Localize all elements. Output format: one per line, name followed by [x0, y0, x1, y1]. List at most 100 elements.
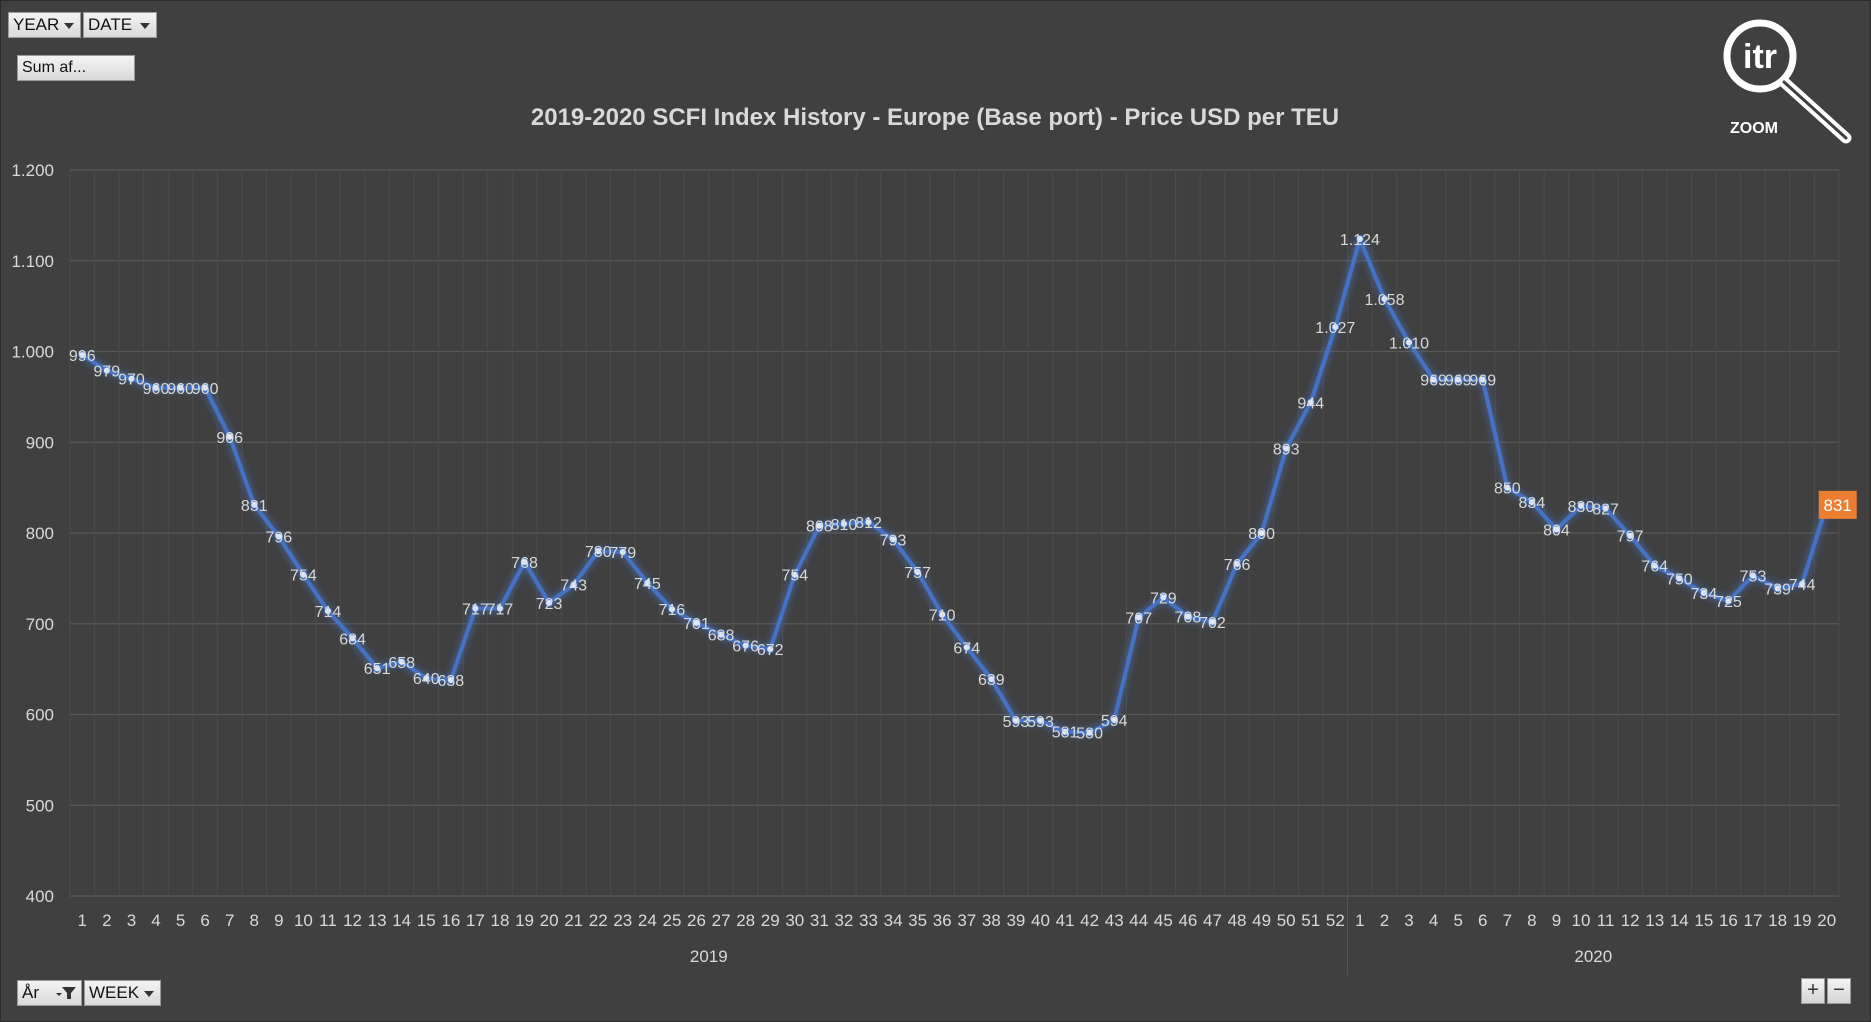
y-tick-label: 500: [26, 796, 54, 815]
data-label: 906: [216, 430, 243, 447]
data-point: [1429, 375, 1438, 384]
data-label: 1.058: [1364, 292, 1404, 309]
date-filter-button[interactable]: DATE: [83, 12, 157, 38]
data-label: 658: [388, 655, 415, 672]
data-label: 714: [315, 604, 342, 621]
data-label: 960: [167, 381, 194, 398]
data-label: 969: [1420, 373, 1447, 390]
data-label: 651: [364, 661, 391, 678]
data-point: [1699, 588, 1708, 597]
data-label: 684: [339, 631, 366, 648]
y-tick-label: 1.200: [11, 161, 54, 180]
data-label: 717: [462, 601, 489, 618]
data-point: [1552, 525, 1561, 534]
data-label: 754: [781, 568, 808, 585]
expand-button[interactable]: +: [1801, 978, 1825, 1004]
series-polyline: [81, 236, 1829, 735]
x-tick-label: 17: [466, 911, 485, 930]
x-tick-label: 42: [1080, 911, 1099, 930]
data-point: [913, 568, 922, 577]
data-label: 640: [413, 671, 440, 688]
data-point: [1306, 398, 1315, 407]
data-point: [1601, 504, 1610, 513]
data-label: 702: [1199, 615, 1226, 632]
data-point: [225, 432, 234, 441]
data-label: 797: [1617, 529, 1644, 546]
x-tick-label: 48: [1228, 911, 1247, 930]
data-label: 594: [1101, 713, 1128, 730]
data-point: [102, 366, 111, 375]
data-label: 710: [929, 608, 956, 625]
data-point: [495, 604, 504, 613]
data-point: [1650, 561, 1659, 570]
x-tick-label: 4: [1429, 911, 1438, 930]
chevron-down-icon: [144, 991, 154, 997]
data-label: 804: [1543, 522, 1570, 539]
data-label: 969: [1469, 373, 1496, 390]
data-label: 979: [94, 364, 121, 381]
data-point: [274, 532, 283, 541]
x-tick-label: 5: [1453, 911, 1462, 930]
x-tick-label: 17: [1744, 911, 1763, 930]
data-label: 593: [1003, 714, 1030, 731]
y-tick-label: 600: [26, 706, 54, 725]
data-label: 960: [143, 381, 170, 398]
data-label: 729: [1150, 590, 1177, 607]
x-tick-label: 43: [1105, 911, 1124, 930]
data-label: 1.027: [1315, 320, 1355, 337]
data-label: 717: [487, 601, 514, 618]
logo-caption: ZOOM: [1730, 120, 1778, 137]
x-tick-label: 10: [294, 911, 313, 930]
data-point: [717, 630, 726, 639]
data-point: [1724, 597, 1733, 606]
data-point: [127, 374, 136, 383]
data-point: [471, 604, 480, 613]
data-label: 1.124: [1340, 232, 1380, 249]
data-label: 593: [1027, 714, 1054, 731]
data-point: [1233, 559, 1242, 568]
x-tick-label: 16: [441, 911, 460, 930]
x-tick-label: 15: [1694, 911, 1713, 930]
x-tick-label: 36: [933, 911, 952, 930]
x-tick-label: 52: [1326, 911, 1345, 930]
data-point: [1355, 234, 1364, 243]
data-point: [176, 383, 185, 392]
data-point: [1331, 322, 1340, 331]
year-filter-button[interactable]: YEAR: [8, 12, 81, 38]
y-tick-label: 800: [26, 524, 54, 543]
x-tick-label: 14: [392, 911, 411, 930]
data-label: 960: [192, 381, 219, 398]
data-point: [1257, 529, 1266, 537]
data-label: 812: [855, 515, 882, 532]
data-point: [1159, 593, 1168, 602]
x-tick-label: 47: [1203, 911, 1222, 930]
sum-field-button[interactable]: Sum af...: [17, 55, 135, 81]
x-tick-label: 39: [1006, 911, 1025, 930]
data-label: 734: [1691, 586, 1718, 603]
x-tick-label: 25: [662, 911, 681, 930]
x-tick-label: 15: [417, 911, 436, 930]
data-label: 725: [1715, 594, 1742, 611]
data-point: [1577, 501, 1586, 510]
year-filter-label: YEAR: [13, 15, 60, 34]
data-point: [250, 500, 259, 509]
x-tick-label: 3: [1404, 911, 1413, 930]
data-label: 810: [831, 517, 858, 534]
collapse-button[interactable]: −: [1827, 978, 1851, 1004]
x-tick-label: 38: [982, 911, 1001, 930]
data-point: [323, 607, 332, 616]
data-point: [1061, 727, 1070, 736]
sum-field-label: Sum af...: [22, 59, 87, 76]
year-axis-field-button[interactable]: År: [17, 980, 82, 1006]
data-point: [78, 351, 87, 360]
x-tick-label: 1: [1355, 911, 1364, 930]
x-tick-label: 2: [102, 911, 111, 930]
x-tick-label: 46: [1178, 911, 1197, 930]
data-point: [1527, 498, 1536, 507]
data-point: [1798, 579, 1807, 588]
data-point: [692, 618, 701, 627]
y-tick-label: 400: [26, 887, 54, 906]
week-axis-field-label: WEEK: [89, 983, 140, 1002]
week-axis-field-button[interactable]: WEEK: [84, 980, 161, 1006]
x-group-label: 2020: [1574, 947, 1612, 966]
